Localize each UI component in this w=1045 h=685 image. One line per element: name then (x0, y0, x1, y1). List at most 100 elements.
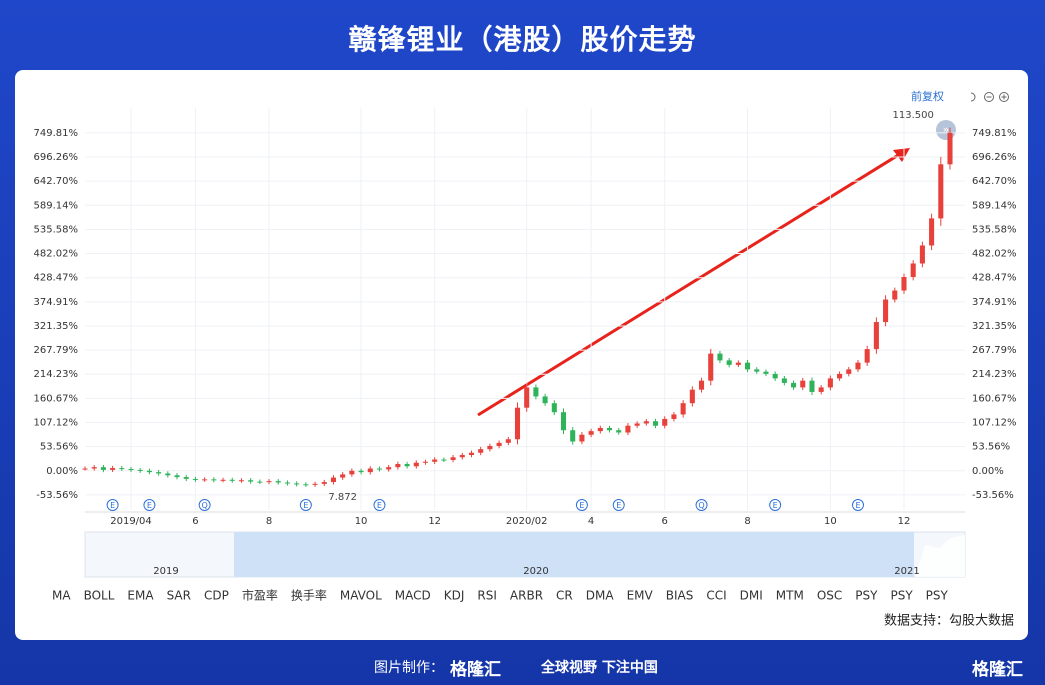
candle (625, 425, 631, 433)
candle (330, 477, 336, 483)
title: 赣锋锂业（港股）股价走势 (348, 23, 697, 56)
candle (800, 380, 806, 388)
x-tick-label: 10 (824, 516, 837, 527)
zoom-in[interactable] (999, 92, 1009, 102)
candle (422, 461, 429, 463)
adjust-label[interactable]: 前复权 (911, 89, 944, 103)
candle (156, 472, 162, 474)
event-marker[interactable] (198, 499, 211, 511)
navigator-label: 2020 (523, 566, 548, 577)
x-tick-label: 6 (192, 516, 198, 527)
trend-arrow (477, 152, 901, 417)
y-tick-label: 696.26% (34, 152, 79, 163)
y-tick-label: 53.56% (40, 442, 78, 453)
slogan: 全球视野 下注中国 (541, 660, 658, 676)
y-tick-label-right: 267.79% (972, 345, 1017, 356)
indicator-tab[interactable]: CCI (706, 589, 726, 603)
candle (818, 387, 824, 392)
indicator-tab[interactable]: BIAS (666, 589, 694, 603)
candle (496, 442, 502, 447)
indicator-tab[interactable]: PSY (926, 589, 949, 603)
indicator-tab[interactable]: KDJ (444, 589, 465, 603)
candle (579, 434, 585, 442)
candle (533, 387, 539, 397)
x-tick-label: 8 (266, 516, 272, 527)
candle (413, 462, 419, 467)
event-label: E (147, 501, 152, 510)
y-tick-label-right: 374.91% (972, 297, 1017, 308)
y-tick-label: -53.56% (36, 490, 78, 501)
candle (441, 459, 447, 461)
x-tick-label: 12 (428, 516, 441, 527)
toolbar[interactable] (970, 92, 1009, 102)
indicator-tab[interactable]: DMA (586, 589, 615, 603)
expand-icon[interactable]: » (943, 123, 950, 136)
indicator-tab[interactable]: MA (52, 589, 71, 603)
candle (110, 468, 116, 470)
indicator-tab[interactable]: CR (556, 589, 573, 603)
event-marker[interactable] (106, 499, 119, 511)
event-label: E (579, 501, 584, 510)
event-marker[interactable] (612, 499, 625, 511)
candle (919, 245, 925, 264)
candle (708, 353, 714, 381)
navigator-window[interactable] (234, 532, 914, 577)
candle (551, 403, 557, 413)
candle (524, 387, 530, 408)
candle (505, 439, 511, 443)
event-marker[interactable] (299, 499, 312, 511)
indicator-tab[interactable]: PSY (890, 589, 913, 603)
event-marker[interactable] (769, 499, 782, 511)
indicator-tab[interactable]: OSC (817, 589, 842, 603)
indicator-tab[interactable]: BOLL (84, 589, 115, 603)
candle (284, 482, 290, 484)
annotation: 113.500 (893, 110, 934, 121)
zoom-out[interactable] (984, 92, 994, 102)
event-marker[interactable] (851, 499, 864, 511)
y-tick-label-right: 0.00% (972, 466, 1004, 477)
indicator-tab[interactable]: PSY (855, 589, 878, 603)
candle (459, 455, 465, 458)
indicator-tab[interactable]: 市盈率 (242, 588, 278, 603)
x-tick-label: 2019/04 (110, 516, 152, 527)
indicator-tab[interactable]: ARBR (510, 589, 543, 603)
event-marker[interactable] (695, 499, 708, 511)
indicator-tab[interactable]: CDP (204, 589, 229, 603)
indicator-tab[interactable]: EMV (627, 589, 654, 603)
event-label: E (773, 501, 778, 510)
x-tick-label: 2020/02 (506, 516, 548, 527)
candle (321, 482, 327, 484)
candle (597, 427, 603, 432)
y-tick-label-right: 749.81% (972, 128, 1017, 139)
candle (165, 473, 171, 476)
candle (616, 430, 622, 433)
y-tick-label-right: 107.12% (972, 418, 1017, 429)
indicator-tab[interactable]: MACD (395, 589, 431, 603)
candle (643, 421, 649, 424)
event-marker[interactable] (373, 499, 386, 511)
indicator-tab[interactable]: EMA (127, 589, 154, 603)
event-marker[interactable] (575, 499, 588, 511)
indicator-tab[interactable]: SAR (167, 589, 191, 603)
candle (689, 389, 695, 404)
indicator-tab[interactable]: MTM (776, 589, 804, 603)
candle (303, 484, 309, 486)
candle (662, 418, 668, 426)
candle (680, 403, 686, 415)
indicator-tab[interactable]: RSI (477, 589, 497, 603)
event-label: E (377, 501, 382, 510)
candle (947, 132, 953, 165)
candle (606, 427, 613, 431)
navigator[interactable] (84, 531, 966, 578)
candle (238, 480, 244, 482)
indicator-tab[interactable]: MAVOL (340, 589, 382, 603)
y-tick-label: 642.70% (34, 176, 79, 187)
candle (468, 452, 475, 456)
indicator-tab[interactable]: 换手率 (291, 588, 327, 603)
candle (404, 464, 410, 467)
reset-icon[interactable] (970, 92, 976, 102)
candle (128, 468, 134, 470)
indicator-tab[interactable]: DMI (740, 589, 763, 603)
event-marker[interactable] (143, 499, 156, 511)
